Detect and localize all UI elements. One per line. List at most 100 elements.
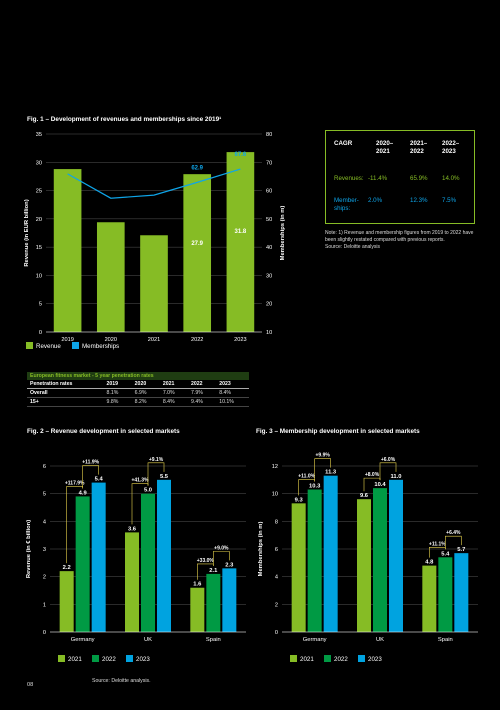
y2-tick-label: 50	[266, 217, 272, 223]
bar-data-label: 5.5	[160, 474, 169, 480]
penetration-cell: 8.4%	[159, 397, 189, 407]
legend-label-2022: 2022	[102, 656, 116, 663]
growth-annotation: +8.0%	[365, 472, 380, 478]
growth-bracket	[314, 458, 331, 482]
penetration-column-header: Penetration rates	[27, 380, 104, 389]
bar-data-label: 3.6	[128, 526, 137, 532]
growth-bracket	[379, 462, 397, 481]
legend-swatch-2021	[58, 655, 65, 662]
bar-data-label: 4.9	[79, 490, 88, 496]
revenue-bar	[53, 169, 82, 332]
growth-bracket	[82, 465, 99, 489]
legend-swatch-2021	[290, 655, 297, 662]
legend-label-2022: 2022	[334, 656, 348, 663]
bar-data-label: 11.3	[325, 470, 337, 476]
x-tick-label: Spain	[438, 637, 453, 643]
bar-data-label: 10.3	[309, 484, 321, 490]
y-tick-label: 10	[36, 273, 42, 279]
legend-swatch-2022	[92, 655, 99, 662]
y2-tick-label: 70	[266, 160, 272, 166]
x-tick-label: Spain	[206, 637, 221, 643]
legend-label-2021: 2021	[300, 656, 314, 663]
revenue-bar	[183, 174, 212, 332]
bar-data-label: 4.8	[425, 560, 434, 566]
y-tick-label: 5	[43, 492, 46, 498]
y2-axis-label: Memberships (in m)	[280, 206, 286, 261]
penetration-cell: 6.9%	[131, 388, 160, 398]
bar-data-label: 1.6	[193, 582, 202, 588]
cagr-header-period: 2020– 2021	[376, 140, 394, 155]
x-tick-label: Germany	[71, 637, 95, 643]
table-row: Overall 8.1% 6.9% 7.0% 7.9% 8.4%	[27, 388, 249, 398]
legend-label-2021: 2021	[68, 656, 82, 663]
penetration-column-header: 2019	[103, 380, 132, 389]
growth-annotation: +9.0%	[214, 545, 229, 551]
memberships-data-label: 62.9	[191, 165, 203, 171]
growth-annotation: +117.9%	[65, 480, 85, 486]
penetration-column-header: 2021	[159, 380, 189, 389]
legend-label-2023: 2023	[136, 656, 150, 663]
table-row: 15+ 9.8% 8.2% 8.4% 9.4% 10.1%	[27, 397, 249, 407]
growth-annotation: +6.0%	[381, 457, 396, 463]
bar-2023	[323, 475, 338, 632]
bar-2021	[357, 499, 371, 632]
y-tick-label: 2	[43, 575, 46, 581]
penetration-cell: 9.8%	[103, 397, 132, 407]
revenue-data-label: 27.9	[191, 241, 203, 247]
revenue-bar	[96, 222, 125, 332]
growth-annotation: +9.1%	[149, 457, 164, 463]
penetration-table: European fitness market - 5 year penetra…	[27, 372, 249, 407]
y-axis-label: Revenue (in € billion)	[26, 520, 32, 578]
penetration-cell: 9.4%	[188, 397, 217, 407]
bar-data-label: 5.7	[457, 547, 465, 553]
penetration-column-header: 2020	[131, 380, 160, 389]
bar-2023	[157, 479, 171, 632]
fig3-chart: 0 2 4 6 8 10 12 Memberships (in m) 9.3 10.3 11.3 Ge…	[258, 453, 478, 663]
bar-2021	[190, 587, 205, 632]
y-tick-label: 35	[36, 132, 42, 138]
bar-data-label: 5.4	[441, 551, 450, 557]
cagr-value: -11.4%	[368, 175, 388, 182]
cagr-header-label: CAGR	[334, 140, 353, 147]
bar-2022	[438, 557, 453, 632]
bar-data-label: 5.0	[144, 488, 152, 494]
legend-swatch-memberships	[72, 342, 79, 349]
y-tick-label: 5	[39, 302, 42, 308]
bar-2021	[291, 503, 306, 632]
x-tick-label: 2019	[61, 337, 73, 343]
x-tick-label: UK	[376, 637, 384, 643]
y-tick-label: 15	[36, 245, 42, 251]
penetration-cell: 8.1%	[103, 388, 132, 398]
y-tick-label: 6	[43, 464, 46, 470]
cagr-value: 7.5%	[442, 197, 457, 204]
bar-2021	[59, 571, 74, 632]
x-tick-label: Germany	[303, 637, 327, 643]
memberships-line	[67, 168, 241, 199]
legend-swatch-2022	[324, 655, 331, 662]
bar-2023	[389, 479, 403, 632]
bar-2023	[91, 482, 106, 632]
penetration-title: European fitness market - 5 year penetra…	[27, 372, 249, 380]
cagr-row-label: Revenues:	[334, 175, 364, 182]
cagr-table: CAGR 2020– 2021 2021– 2022 2022– 2023 Revenu…	[325, 130, 475, 224]
bar-2023	[454, 553, 469, 632]
x-tick-label: 2021	[148, 337, 160, 343]
y-tick-label: 10	[272, 492, 278, 498]
growth-annotation: +11.9%	[82, 460, 99, 466]
y-tick-label: 1	[43, 602, 46, 608]
bar-2022	[206, 573, 221, 632]
legend-label-memberships: Memberships	[82, 343, 119, 350]
bar-data-label: 11.0	[391, 474, 402, 480]
y-axis-label: Revenue (in EUR billion)	[24, 199, 30, 266]
y-tick-label: 4	[275, 575, 278, 581]
cagr-value: 65.9%	[410, 175, 428, 182]
penetration-cell: 7.9%	[188, 388, 217, 398]
y-tick-label: 25	[36, 189, 42, 195]
x-tick-label: UK	[144, 637, 152, 643]
bar-data-label: 2.2	[63, 565, 71, 571]
penetration-cell: 8.2%	[131, 397, 160, 407]
penetration-cell: 10.1%	[216, 397, 249, 407]
growth-annotation: +11.0%	[298, 474, 315, 480]
growth-annotation: +9.9%	[316, 453, 331, 459]
bar-2022	[141, 493, 155, 632]
